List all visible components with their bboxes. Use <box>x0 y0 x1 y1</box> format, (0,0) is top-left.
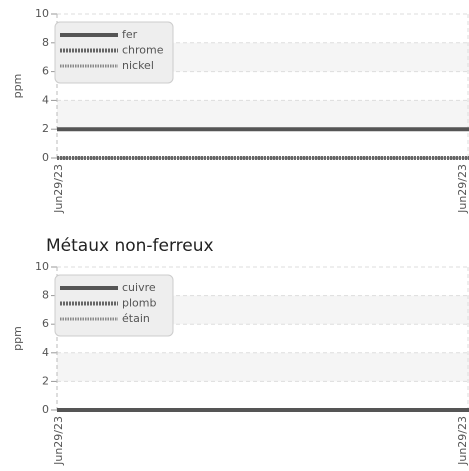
legend: cuivre plomb étain <box>54 274 174 337</box>
grid-band <box>57 352 469 382</box>
y-tick-label: 2 <box>42 374 49 387</box>
legend-label: chrome <box>122 44 164 57</box>
y-tick-label: 10 <box>35 260 49 273</box>
legend-label: étain <box>122 312 150 325</box>
x-tick-label: Jun29/23 <box>456 164 469 214</box>
legend-label: nickel <box>122 59 154 72</box>
legend-label: plomb <box>122 297 156 310</box>
x-tick-label: Jun29/23 <box>52 164 65 214</box>
y-tick-label: 6 <box>42 317 49 330</box>
y-axis-label: ppm <box>11 74 24 99</box>
y-tick-label: 8 <box>42 36 49 49</box>
grid-band <box>57 100 469 130</box>
x-tick-label: Jun29/23 <box>456 416 469 466</box>
legend-label: fer <box>122 28 138 41</box>
y-tick-label: 0 <box>42 151 49 164</box>
x-tick-label: Jun29/23 <box>52 416 65 466</box>
y-axis-label: ppm <box>11 326 24 351</box>
y-tick-label: 2 <box>42 122 49 135</box>
y-tick-label: 4 <box>42 93 49 106</box>
y-tick-label: 10 <box>35 7 49 20</box>
y-tick-label: 4 <box>42 346 49 359</box>
y-tick-label: 0 <box>42 403 49 416</box>
chart-title: Métaux non-ferreux <box>46 236 214 256</box>
legend: fer chrome nickel <box>54 21 174 84</box>
y-tick-label: 6 <box>42 65 49 78</box>
y-tick-label: 8 <box>42 289 49 302</box>
legend-label: cuivre <box>122 281 156 294</box>
